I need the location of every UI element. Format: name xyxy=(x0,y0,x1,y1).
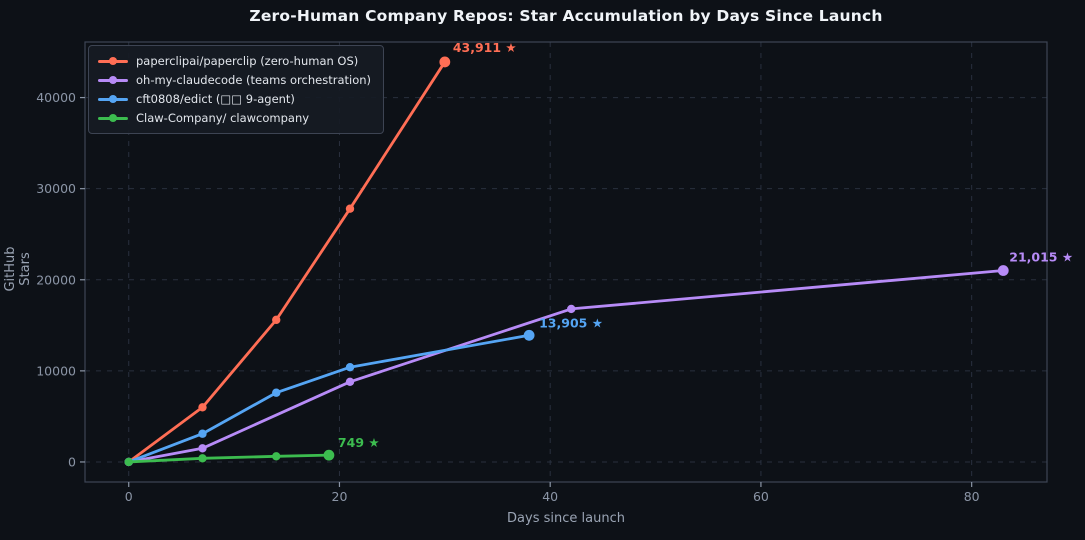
data-point xyxy=(198,454,207,463)
data-point xyxy=(345,363,355,372)
data-point xyxy=(198,429,207,438)
data-point xyxy=(124,457,133,467)
series-line xyxy=(127,453,331,464)
axis-ticks: 0 20 40 60 80 0 10000 20000 30000 40000 xyxy=(36,90,979,504)
y-tick-label: 40000 xyxy=(36,90,76,105)
y-tick-label: 30000 xyxy=(36,181,76,196)
legend-line-marker-icon xyxy=(98,57,128,65)
data-point xyxy=(272,315,281,325)
legend-line-marker-icon xyxy=(98,76,128,84)
y-tick-label: 10000 xyxy=(36,363,76,378)
legend-item-0: paperclipai/paperclip (zero-human OS) xyxy=(98,53,371,69)
series-2: 13,905 ★ xyxy=(124,315,603,467)
data-point xyxy=(439,56,451,68)
data-point xyxy=(523,329,535,341)
data-point xyxy=(345,377,355,386)
final-star-count-label: 43,911 ★ xyxy=(453,40,517,55)
data-point xyxy=(345,204,355,213)
series-line xyxy=(127,269,1005,464)
final-star-count-label: 21,015 ★ xyxy=(1009,250,1073,265)
x-tick-label: 20 xyxy=(332,489,348,504)
final-star-count-label: 749 ★ xyxy=(338,435,380,450)
x-tick-label: 80 xyxy=(964,489,980,504)
legend-line-marker-icon xyxy=(98,114,128,122)
x-tick-label: 0 xyxy=(125,489,133,504)
x-tick-label: 40 xyxy=(542,489,558,504)
data-point xyxy=(567,304,576,314)
data-point xyxy=(198,444,207,453)
series-1: 21,015 ★ xyxy=(124,250,1073,467)
legend-item-label: paperclipai/paperclip (zero-human OS) xyxy=(136,54,359,68)
gridlines xyxy=(85,42,1047,482)
legend-item-label: Claw-Company/ clawcompany xyxy=(136,111,310,125)
series-line xyxy=(127,333,531,464)
legend-item-label: oh-my-claudecode (teams orchestration) xyxy=(136,73,372,87)
data-point xyxy=(272,452,281,461)
legend-item-3: Claw-Company/ clawcompany xyxy=(98,110,371,126)
x-tick-label: 60 xyxy=(753,489,769,504)
plot-border xyxy=(84,41,1048,483)
legend-item-2: cft0808/edict (□□ 9-agent) xyxy=(98,91,371,107)
y-tick-label: 0 xyxy=(68,454,76,469)
legend-item-1: oh-my-claudecode (teams orchestration) xyxy=(98,72,371,88)
data-point xyxy=(997,265,1009,276)
legend-item-label: cft0808/edict (□□ 9-agent) xyxy=(136,92,295,106)
data-point xyxy=(198,403,207,412)
legend: paperclipai/paperclip (zero-human OS) oh-… xyxy=(88,45,385,134)
y-axis-label: GitHub Stars xyxy=(3,246,33,292)
y-tick-label: 20000 xyxy=(36,272,76,287)
chart-title: Zero-Human Company Repos: Star Accumulat… xyxy=(249,7,883,25)
series-3: 749 ★ xyxy=(124,435,380,467)
data-point xyxy=(272,388,281,397)
data-point xyxy=(323,449,335,461)
final-star-count-label: 13,905 ★ xyxy=(539,315,603,330)
legend-line-marker-icon xyxy=(98,95,128,103)
x-axis-label: Days since launch xyxy=(507,511,625,526)
